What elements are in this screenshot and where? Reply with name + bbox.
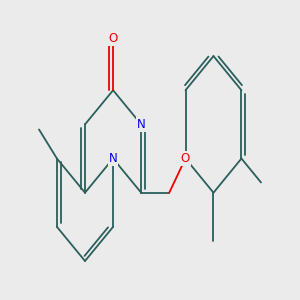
Text: N: N xyxy=(109,152,118,165)
Text: O: O xyxy=(181,152,190,165)
Text: O: O xyxy=(109,32,118,46)
Text: N: N xyxy=(137,118,146,131)
